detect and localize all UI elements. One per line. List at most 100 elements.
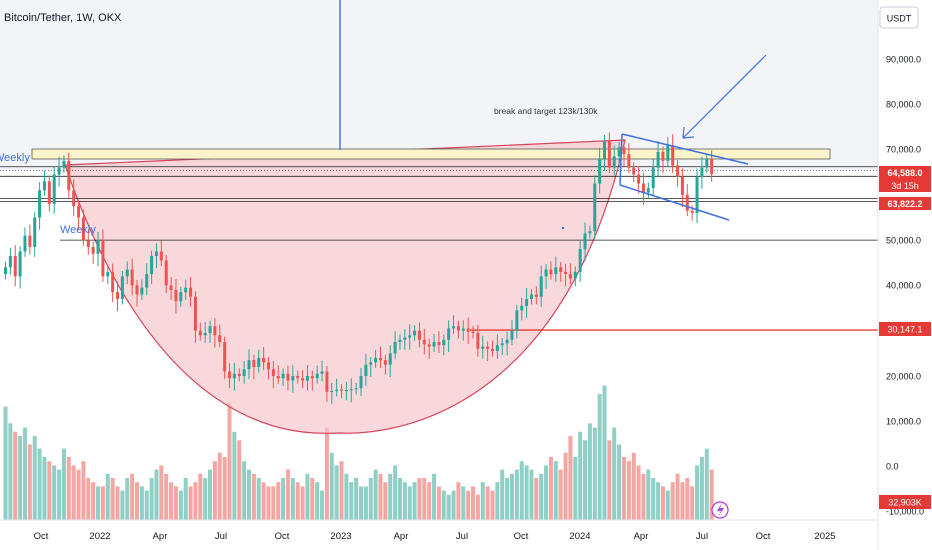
volume-bar bbox=[237, 440, 242, 520]
volume-bar bbox=[699, 457, 704, 520]
candle-body bbox=[276, 376, 280, 379]
volume-bar bbox=[329, 452, 334, 520]
candle-body bbox=[685, 194, 689, 211]
volume-bar bbox=[27, 444, 32, 520]
volume-bar bbox=[290, 478, 295, 520]
volume-bar bbox=[514, 469, 519, 520]
time-axis[interactable] bbox=[0, 520, 878, 550]
lightning-icon bbox=[717, 503, 724, 517]
trend-channel bbox=[561, 54, 767, 230]
volume-bar bbox=[656, 482, 661, 520]
volume-bar bbox=[105, 473, 110, 520]
price-axis[interactable] bbox=[878, 0, 932, 550]
candle-body bbox=[257, 357, 261, 367]
volume-bar bbox=[52, 465, 57, 520]
candle-body bbox=[325, 371, 329, 392]
channel-lower-line bbox=[619, 184, 730, 221]
candle-body bbox=[476, 332, 480, 349]
candle-body bbox=[28, 235, 32, 247]
volume-bar bbox=[198, 473, 203, 520]
candle-body bbox=[301, 378, 305, 381]
volume-bar bbox=[675, 473, 680, 520]
candle-body bbox=[286, 373, 290, 381]
volume-bar bbox=[495, 482, 500, 520]
candle-body bbox=[208, 326, 212, 333]
candle-body bbox=[627, 154, 631, 168]
volume-bar bbox=[320, 490, 325, 520]
volume-bar bbox=[227, 402, 232, 520]
tiny-marker-dot bbox=[561, 226, 565, 230]
volume-bar bbox=[217, 452, 222, 520]
candle-body bbox=[486, 346, 490, 349]
candlesticks bbox=[4, 132, 714, 405]
candle-body bbox=[62, 160, 66, 168]
volume-bar bbox=[422, 478, 427, 520]
candle-body bbox=[676, 165, 680, 177]
resistance-zone bbox=[31, 148, 831, 160]
candle-body bbox=[598, 158, 602, 184]
candle-body bbox=[159, 251, 163, 261]
candle-body bbox=[539, 276, 543, 297]
candle-body bbox=[81, 217, 85, 241]
currency-button[interactable]: USDT bbox=[879, 6, 919, 29]
volume-bar bbox=[173, 486, 178, 520]
candle-body bbox=[408, 335, 412, 338]
volume-bar bbox=[344, 473, 349, 520]
candle-body bbox=[364, 364, 368, 376]
x-tick-label: Oct bbox=[34, 531, 49, 542]
volume-bar bbox=[251, 473, 256, 520]
volume-bar bbox=[412, 482, 417, 520]
volume-bar bbox=[529, 469, 534, 520]
volume-bar bbox=[261, 482, 266, 520]
volume-bar bbox=[519, 461, 524, 520]
volume-bar bbox=[266, 486, 271, 520]
volume-bar bbox=[139, 486, 144, 520]
candle-body bbox=[422, 339, 426, 345]
volume-bar bbox=[188, 486, 193, 520]
volume-bar bbox=[436, 486, 441, 520]
volume-bar bbox=[660, 486, 665, 520]
x-tick-label: 2024 bbox=[569, 531, 590, 542]
volume-bar bbox=[203, 478, 208, 520]
candle-body bbox=[393, 342, 397, 354]
candle-body bbox=[223, 342, 227, 372]
volume-bar bbox=[42, 457, 47, 520]
candle-body bbox=[340, 389, 344, 391]
candle-body bbox=[695, 176, 699, 213]
volume-bar bbox=[427, 482, 432, 520]
candle-body bbox=[106, 271, 110, 277]
x-tick-label: Apr bbox=[634, 531, 649, 542]
volume-bar bbox=[81, 461, 86, 520]
volume-bar bbox=[247, 469, 251, 520]
volume-bar bbox=[91, 482, 96, 520]
candle-body bbox=[437, 342, 441, 346]
volume-bar bbox=[631, 452, 636, 520]
candle-body bbox=[349, 389, 353, 391]
volume-bar bbox=[178, 490, 183, 520]
candle-body bbox=[700, 167, 704, 177]
candle-body bbox=[705, 158, 709, 168]
volume-bar bbox=[456, 482, 461, 520]
candle-body bbox=[354, 388, 358, 390]
candle-body bbox=[101, 240, 105, 277]
volume-bar bbox=[704, 448, 709, 520]
volume-bar bbox=[534, 478, 539, 520]
event-badge[interactable] bbox=[711, 501, 729, 519]
candle-body bbox=[72, 190, 76, 207]
volume-bar bbox=[432, 473, 437, 520]
last-price-label: 64,588.0 bbox=[879, 166, 931, 179]
volume-bar bbox=[612, 427, 617, 520]
volume-last-label: 32,903K bbox=[879, 495, 931, 509]
volume-bar bbox=[471, 486, 476, 520]
candle-body bbox=[315, 373, 319, 379]
volume-bar bbox=[509, 473, 514, 520]
candle-body bbox=[549, 269, 553, 275]
candle-body bbox=[622, 147, 626, 155]
candle-body bbox=[612, 156, 616, 168]
candle-body bbox=[184, 287, 188, 293]
candle-body bbox=[417, 330, 421, 340]
candle-body bbox=[247, 360, 251, 370]
candle-body bbox=[544, 269, 548, 277]
candle-body bbox=[237, 373, 241, 376]
